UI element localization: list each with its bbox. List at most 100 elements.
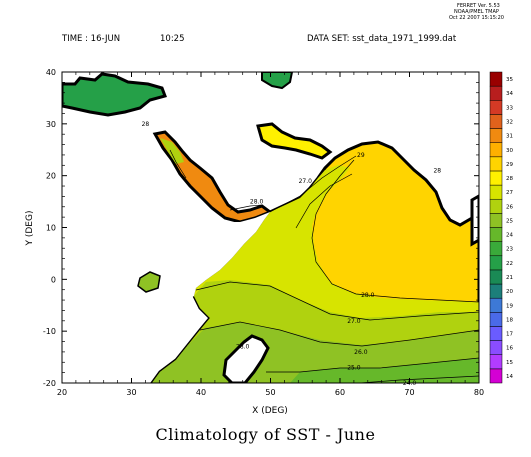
y-axis-label: Y (DEG)	[25, 211, 35, 247]
persian-gulf-region	[256, 122, 333, 160]
x-tick-label: 40	[196, 388, 206, 397]
colorbar-swatch	[489, 227, 503, 242]
contour-label: 28.0	[236, 344, 250, 351]
colorbar-level-label: 32	[506, 119, 513, 125]
caspian-region	[261, 72, 294, 90]
colorbar-level-label: 20	[506, 289, 513, 295]
colorbar-level-label: 25	[506, 218, 513, 224]
colorbar-level-label: 21	[506, 275, 513, 281]
y-tick-label: -10	[43, 327, 56, 336]
colorbar-swatch	[489, 114, 503, 129]
colorbar-level-label: 34	[506, 91, 513, 97]
contour-label: 25.0	[347, 364, 361, 371]
chart-caption: Climatology of SST - June	[155, 425, 376, 444]
colorbar-swatch	[489, 326, 503, 341]
contour-line	[199, 321, 479, 347]
colorbar-level-label: 14	[506, 374, 513, 380]
colorbar-swatch	[489, 297, 503, 313]
colorbar-level-label: 28	[506, 176, 513, 182]
contour-line	[195, 281, 479, 321]
colorbar-level-label: 23	[506, 247, 513, 253]
y-tick-label: 20	[46, 172, 56, 181]
ferret-version-text: FERRET Ver. 5.53	[457, 3, 500, 9]
colorbar-level-label: 19	[506, 303, 513, 309]
red-sea-region	[152, 130, 274, 224]
axes: 20 30 40 50 60 70 80 -20 -10 0 10 20 30 40	[43, 68, 484, 397]
x-tick-label: 20	[57, 388, 67, 397]
contour-label: 27.0	[347, 318, 361, 325]
east-boundary-land	[470, 194, 479, 247]
contour-line	[269, 155, 357, 213]
contour-label: 28.0	[361, 292, 375, 299]
contour-label: 28	[142, 121, 150, 128]
contour-label: 28	[433, 167, 441, 174]
colorbar-level-label: 26	[506, 204, 513, 210]
colorbar-swatch	[489, 85, 503, 101]
time-label: TIME : 16-JUN	[62, 34, 121, 44]
mediterranean-region	[62, 72, 167, 117]
colorbar-swatch	[489, 170, 503, 186]
colorbar-swatch	[489, 340, 503, 355]
contour-label: 27.0	[299, 178, 313, 185]
colorbar-level-label: 18	[506, 317, 513, 323]
colorbar-level-label: 30	[506, 148, 513, 154]
colorbar-level-label: 15	[506, 360, 513, 366]
colorbar-level-label: 22	[506, 261, 513, 267]
contour-line	[169, 149, 187, 179]
x-axis-label: X (DEG)	[252, 406, 288, 416]
colorbar-swatch	[489, 312, 503, 327]
colorbar-swatch	[489, 354, 503, 370]
colorbar-swatch	[489, 142, 503, 158]
colorbar-level-label: 33	[506, 105, 513, 111]
contour-line	[295, 173, 353, 229]
colorbar-swatch	[489, 368, 503, 384]
contour-label: 26.0	[354, 349, 368, 356]
contour-label: 29	[357, 152, 365, 159]
colorbar-level-label: 24	[506, 233, 513, 239]
lake-victoria	[137, 271, 161, 293]
contour-line	[266, 357, 479, 373]
colorbar-level-label: 31	[506, 134, 513, 140]
colorbar: 14 15 16 17 18 19 20 21 22 23 24 25 26 27 28 29 30 31 32 33…	[489, 71, 513, 384]
y-tick-label: 0	[51, 275, 56, 284]
y-tick-label: -20	[43, 379, 56, 388]
colorbar-level-label: 35	[506, 77, 513, 83]
colorbar-swatch	[489, 156, 503, 172]
x-tick-label: 50	[265, 388, 275, 397]
colorbar-level-label: 16	[506, 346, 513, 352]
colorbar-swatch	[489, 283, 503, 299]
contour-label: 28.0	[250, 199, 264, 206]
x-tick-label: 70	[404, 388, 414, 397]
sst-band-24	[290, 358, 479, 383]
colorbar-swatch	[489, 71, 503, 87]
x-tick-label: 80	[474, 388, 484, 397]
colorbar-swatch	[489, 213, 503, 228]
colorbar-level-label: 17	[506, 332, 513, 338]
horn-of-africa-land	[175, 212, 270, 300]
colorbar-level-label: 27	[506, 190, 513, 196]
colorbar-swatch	[489, 269, 503, 285]
x-tick-label: 60	[335, 388, 345, 397]
dataset-label: DATA SET: sst_data_1971_1999.dat	[307, 34, 457, 44]
madagascar-land	[222, 334, 270, 383]
colorbar-swatch	[489, 255, 503, 271]
contour-line	[311, 159, 479, 303]
organization-text: NOAA/PMEL TMAP	[454, 9, 499, 15]
colorbar-swatch	[489, 128, 503, 143]
colorbar-swatch	[489, 184, 503, 200]
colorbar-swatch	[489, 241, 503, 257]
sst-field	[62, 72, 479, 383]
x-tick-label: 30	[126, 388, 136, 397]
contour-line	[229, 204, 263, 211]
y-tick-label: 10	[46, 224, 56, 233]
y-tick-label: 40	[46, 68, 56, 77]
colorbar-swatch	[489, 100, 503, 115]
contour-line	[359, 375, 479, 383]
y-tick-label: 30	[46, 120, 56, 129]
run-timestamp-text: Oct 22 2007 15:15:20	[449, 15, 504, 21]
time-value: 10:25	[160, 34, 185, 44]
red-sea-north	[160, 138, 184, 164]
colorbar-level-label: 29	[506, 162, 513, 168]
colorbar-swatch	[489, 198, 503, 214]
